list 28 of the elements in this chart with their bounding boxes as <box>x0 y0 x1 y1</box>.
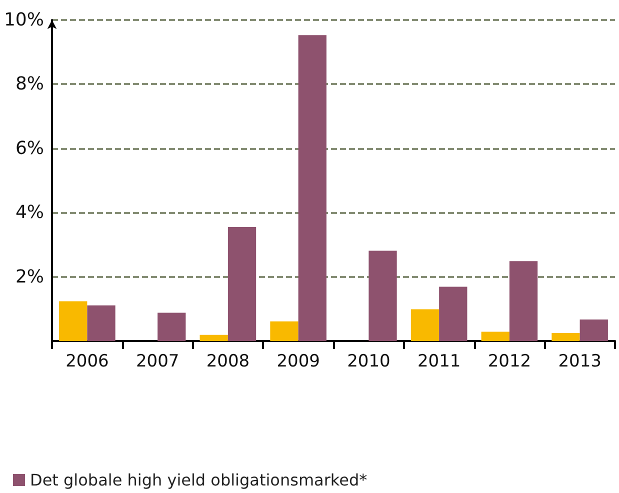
x-tick-label: 2008 <box>206 352 250 372</box>
bar <box>59 301 88 341</box>
bar <box>481 332 510 341</box>
y-tick-label: 6% <box>15 138 44 159</box>
x-tick-label: 2009 <box>276 352 320 372</box>
x-tick-label: 2007 <box>136 352 180 372</box>
bar <box>200 334 228 341</box>
y-tick-label: 10% <box>4 10 44 30</box>
bar <box>410 309 440 341</box>
bar <box>298 35 326 341</box>
bar <box>509 261 538 341</box>
x-tick-label: 2012 <box>488 352 532 372</box>
x-tick-label: 2010 <box>347 352 390 372</box>
y-tick-label: 4% <box>15 202 44 224</box>
bar <box>158 312 186 341</box>
x-tick-label: 2006 <box>66 352 109 372</box>
bar <box>552 332 580 341</box>
legend-label: Det globale high yield obligationsmarked* <box>30 470 368 490</box>
bar <box>87 305 116 341</box>
bar <box>439 286 468 341</box>
y-tick-label: 8% <box>15 74 44 95</box>
x-tick-label: 2011 <box>417 352 461 372</box>
bar <box>228 227 256 341</box>
bar <box>580 319 608 341</box>
bar <box>270 321 298 341</box>
x-tick-label: 2013 <box>558 352 602 372</box>
y-tick-label: 2% <box>15 266 44 288</box>
bar <box>368 250 397 341</box>
